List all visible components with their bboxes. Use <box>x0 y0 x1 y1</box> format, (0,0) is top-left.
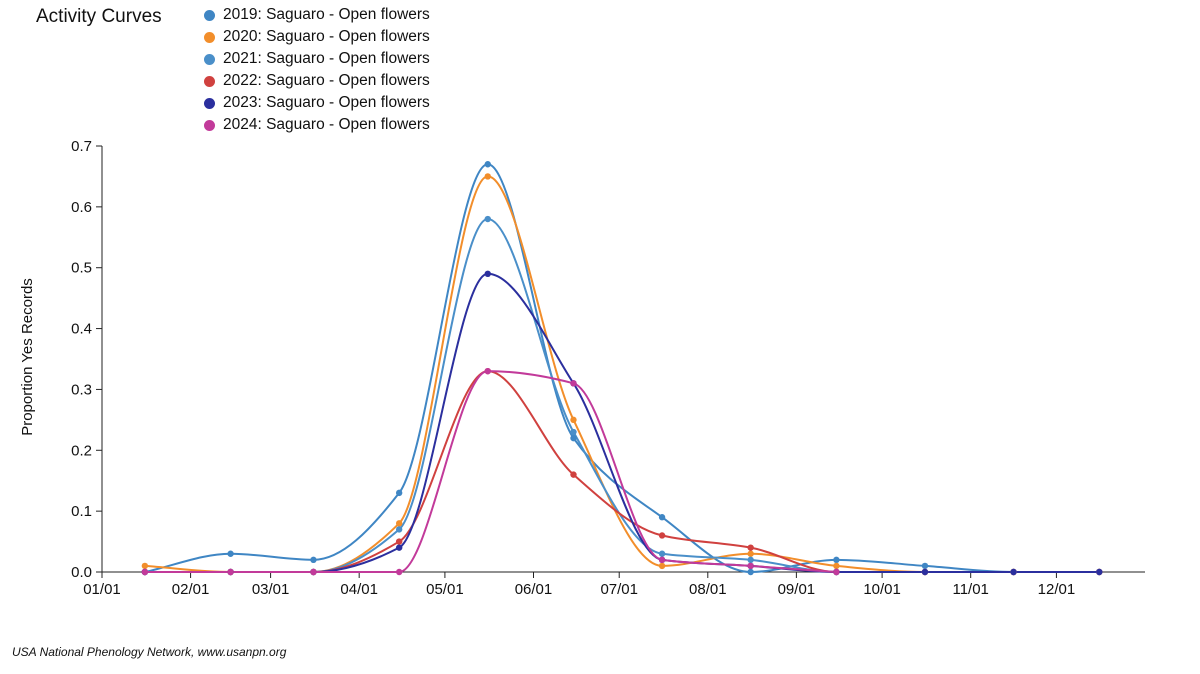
data-point <box>747 550 754 557</box>
legend-swatch-icon <box>204 75 215 87</box>
legend-label: 2020: Saguaro - Open flowers <box>223 28 430 45</box>
legend-label: 2024: Saguaro - Open flowers <box>223 116 430 133</box>
data-point <box>395 489 403 497</box>
y-tick-label: 0.5 <box>71 260 92 277</box>
data-point <box>484 173 491 180</box>
data-point <box>747 556 754 564</box>
data-point <box>484 367 491 375</box>
series-line <box>144 370 837 574</box>
legend-item[interactable]: 2020: Saguaro - Open flowers <box>204 26 430 48</box>
data-point <box>484 161 491 168</box>
y-axis-label: Proportion Yes Records <box>19 278 36 436</box>
data-point <box>570 428 577 436</box>
series-line <box>144 218 1100 574</box>
data-point <box>833 568 840 576</box>
data-point <box>395 568 403 576</box>
data-point <box>658 562 666 570</box>
data-point <box>1096 568 1103 576</box>
legend-swatch-icon <box>204 119 215 131</box>
data-point <box>310 556 317 564</box>
data-point <box>484 270 491 277</box>
data-point <box>833 562 840 570</box>
data-point <box>570 416 577 424</box>
legend-item[interactable]: 2022: Saguaro - Open flowers <box>204 70 430 92</box>
y-tick-label: 0.2 <box>71 442 92 459</box>
data-point <box>570 471 577 478</box>
data-point <box>1010 568 1017 576</box>
x-tick-label: 08/01 <box>689 581 727 598</box>
x-tick-label: 03/01 <box>252 581 290 598</box>
legend-label: 2023: Saguaro - Open flowers <box>223 94 430 111</box>
x-tick-label: 10/01 <box>863 581 901 598</box>
legend: 2019: Saguaro - Open flowers 2020: Sagua… <box>204 4 430 136</box>
data-point <box>570 434 577 442</box>
data-point <box>921 562 929 570</box>
legend-item[interactable]: 2023: Saguaro - Open flowers <box>204 92 430 114</box>
data-point <box>570 380 577 387</box>
data-point <box>310 568 317 576</box>
y-tick-label: 0.0 <box>71 564 92 581</box>
legend-label: 2021: Saguaro - Open flowers <box>223 50 430 67</box>
series-line <box>144 163 1100 574</box>
x-tick-label: 02/01 <box>172 581 210 598</box>
legend-swatch-icon <box>204 97 215 109</box>
series-points <box>141 161 1103 576</box>
data-point <box>747 562 754 570</box>
data-point <box>658 514 666 521</box>
data-point <box>658 556 666 564</box>
data-point <box>395 544 403 551</box>
data-point <box>747 568 754 576</box>
legend-swatch-icon <box>204 31 215 43</box>
series-line <box>144 370 1100 574</box>
legend-swatch-icon <box>204 53 215 65</box>
legend-label: 2019: Saguaro - Open flowers <box>223 6 430 23</box>
source-credit: USA National Phenology Network, www.usan… <box>12 645 287 659</box>
data-point <box>227 550 234 557</box>
x-tick-label: 07/01 <box>600 581 638 598</box>
data-point <box>658 550 666 557</box>
y-tick-label: 0.3 <box>71 381 92 398</box>
legend-item[interactable]: 2019: Saguaro - Open flowers <box>204 4 430 26</box>
data-point <box>395 520 403 527</box>
series-line <box>144 175 1100 574</box>
x-tick-label: 06/01 <box>515 581 553 598</box>
data-point <box>484 215 491 223</box>
data-point <box>658 532 666 539</box>
x-tick-label: 01/01 <box>83 581 121 598</box>
series-lines <box>144 163 1100 574</box>
data-point <box>395 538 403 545</box>
x-tick-label: 12/01 <box>1038 581 1076 598</box>
x-tick-label: 09/01 <box>778 581 816 598</box>
x-tick-label: 04/01 <box>340 581 378 598</box>
data-point <box>921 568 929 576</box>
legend-swatch-icon <box>204 9 215 21</box>
legend-label: 2022: Saguaro - Open flowers <box>223 72 430 89</box>
legend-item[interactable]: 2024: Saguaro - Open flowers <box>204 114 430 136</box>
y-tick-label: 0.6 <box>71 199 92 216</box>
data-point <box>227 568 234 576</box>
x-tick-label: 05/01 <box>426 581 464 598</box>
legend-item[interactable]: 2021: Saguaro - Open flowers <box>204 48 430 70</box>
axes: 0.0 0.1 0.2 0.3 0.4 0.5 0.6 0.7 01/01 02/01 03/01 0… <box>19 138 1145 598</box>
y-tick-label: 0.4 <box>71 321 92 338</box>
series-line <box>144 272 1100 574</box>
data-point <box>141 562 149 570</box>
data-point <box>141 568 149 576</box>
data-point <box>833 556 840 564</box>
y-tick-label: 0.1 <box>71 503 92 520</box>
data-point <box>395 526 403 533</box>
data-point <box>747 544 754 551</box>
x-tick-label: 11/01 <box>952 581 988 598</box>
chart-title: Activity Curves <box>36 6 162 27</box>
y-tick-label: 0.7 <box>71 138 92 155</box>
